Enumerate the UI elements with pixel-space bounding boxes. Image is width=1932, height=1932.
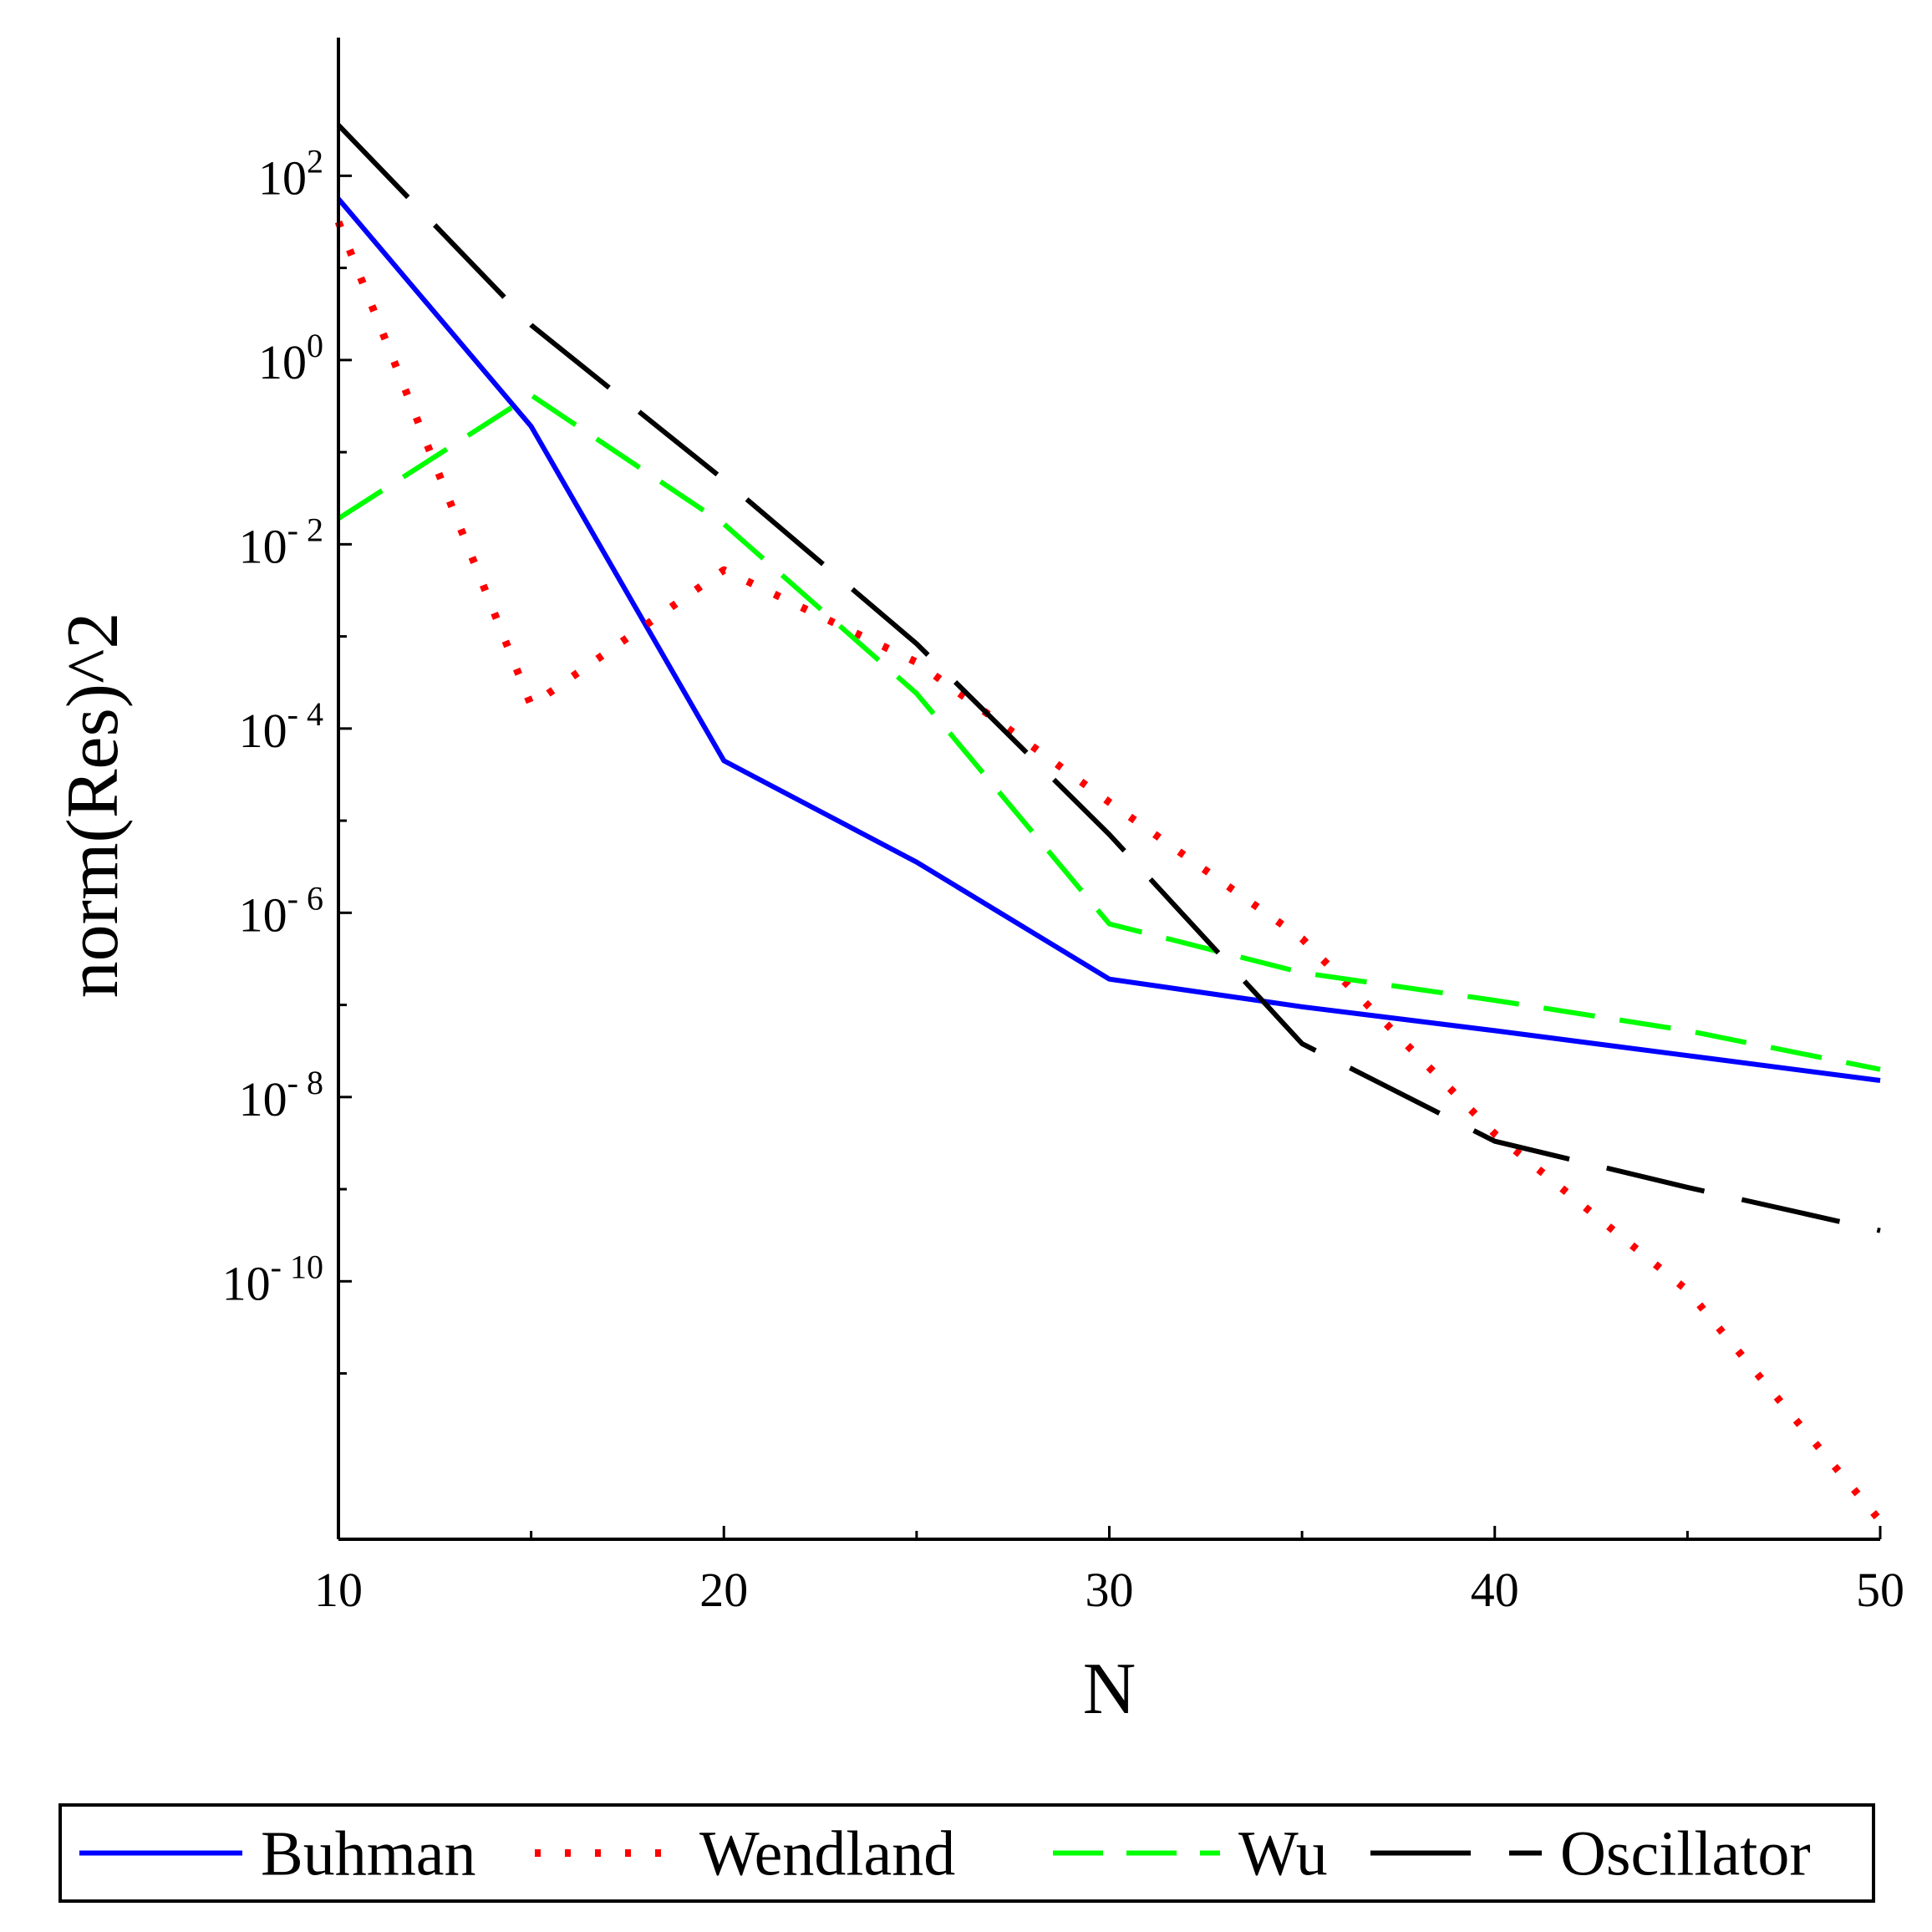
- y-tick-label: 10- 4: [239, 695, 323, 758]
- x-ticks: 10 20 30 40 50: [314, 1526, 1904, 1617]
- y-tick-label: 10- 6: [239, 879, 323, 942]
- y-tick-label: 10- 10: [222, 1248, 323, 1310]
- y-tick-label: 100: [258, 327, 323, 389]
- x-tick-label: 10: [314, 1563, 363, 1617]
- x-tick-label: 50: [1856, 1563, 1904, 1617]
- y-tick-label: 10- 2: [239, 511, 323, 573]
- y-tick-label: 102: [258, 142, 323, 205]
- y-axis-title: norm(Res)^2: [53, 613, 134, 999]
- x-tick-label: 30: [1085, 1563, 1134, 1617]
- y-ticks: 102 100 10- 2 10- 4 10- 6 10- 8 10- 10: [222, 142, 352, 1375]
- x-tick-label: 20: [699, 1563, 748, 1617]
- legend-label-wendland: Wendland: [699, 1819, 955, 1889]
- legend-label-oscillator: Oscillator: [1560, 1819, 1811, 1889]
- series-line-wu: [337, 392, 1881, 1072]
- y-tick-label: 10- 8: [239, 1064, 323, 1126]
- legend-label-wu: Wu: [1238, 1819, 1328, 1889]
- x-axis-title: N: [1083, 1649, 1136, 1730]
- plot-series: [334, 123, 1884, 1523]
- legend-box: [58, 1803, 1875, 1903]
- x-tick-label: 40: [1471, 1563, 1519, 1617]
- legend: Buhman Wendland Wu Oscillator: [58, 1803, 1875, 1903]
- series-line-wendland: [334, 220, 1884, 1523]
- series-line-buhman: [336, 196, 1881, 1083]
- series-line-oscillator: [336, 123, 1881, 1233]
- legend-label-buhman: Buhman: [261, 1819, 476, 1889]
- axes: 102 100 10- 2 10- 4 10- 6 10- 8 10- 10 10 20 30 4…: [222, 38, 1904, 1617]
